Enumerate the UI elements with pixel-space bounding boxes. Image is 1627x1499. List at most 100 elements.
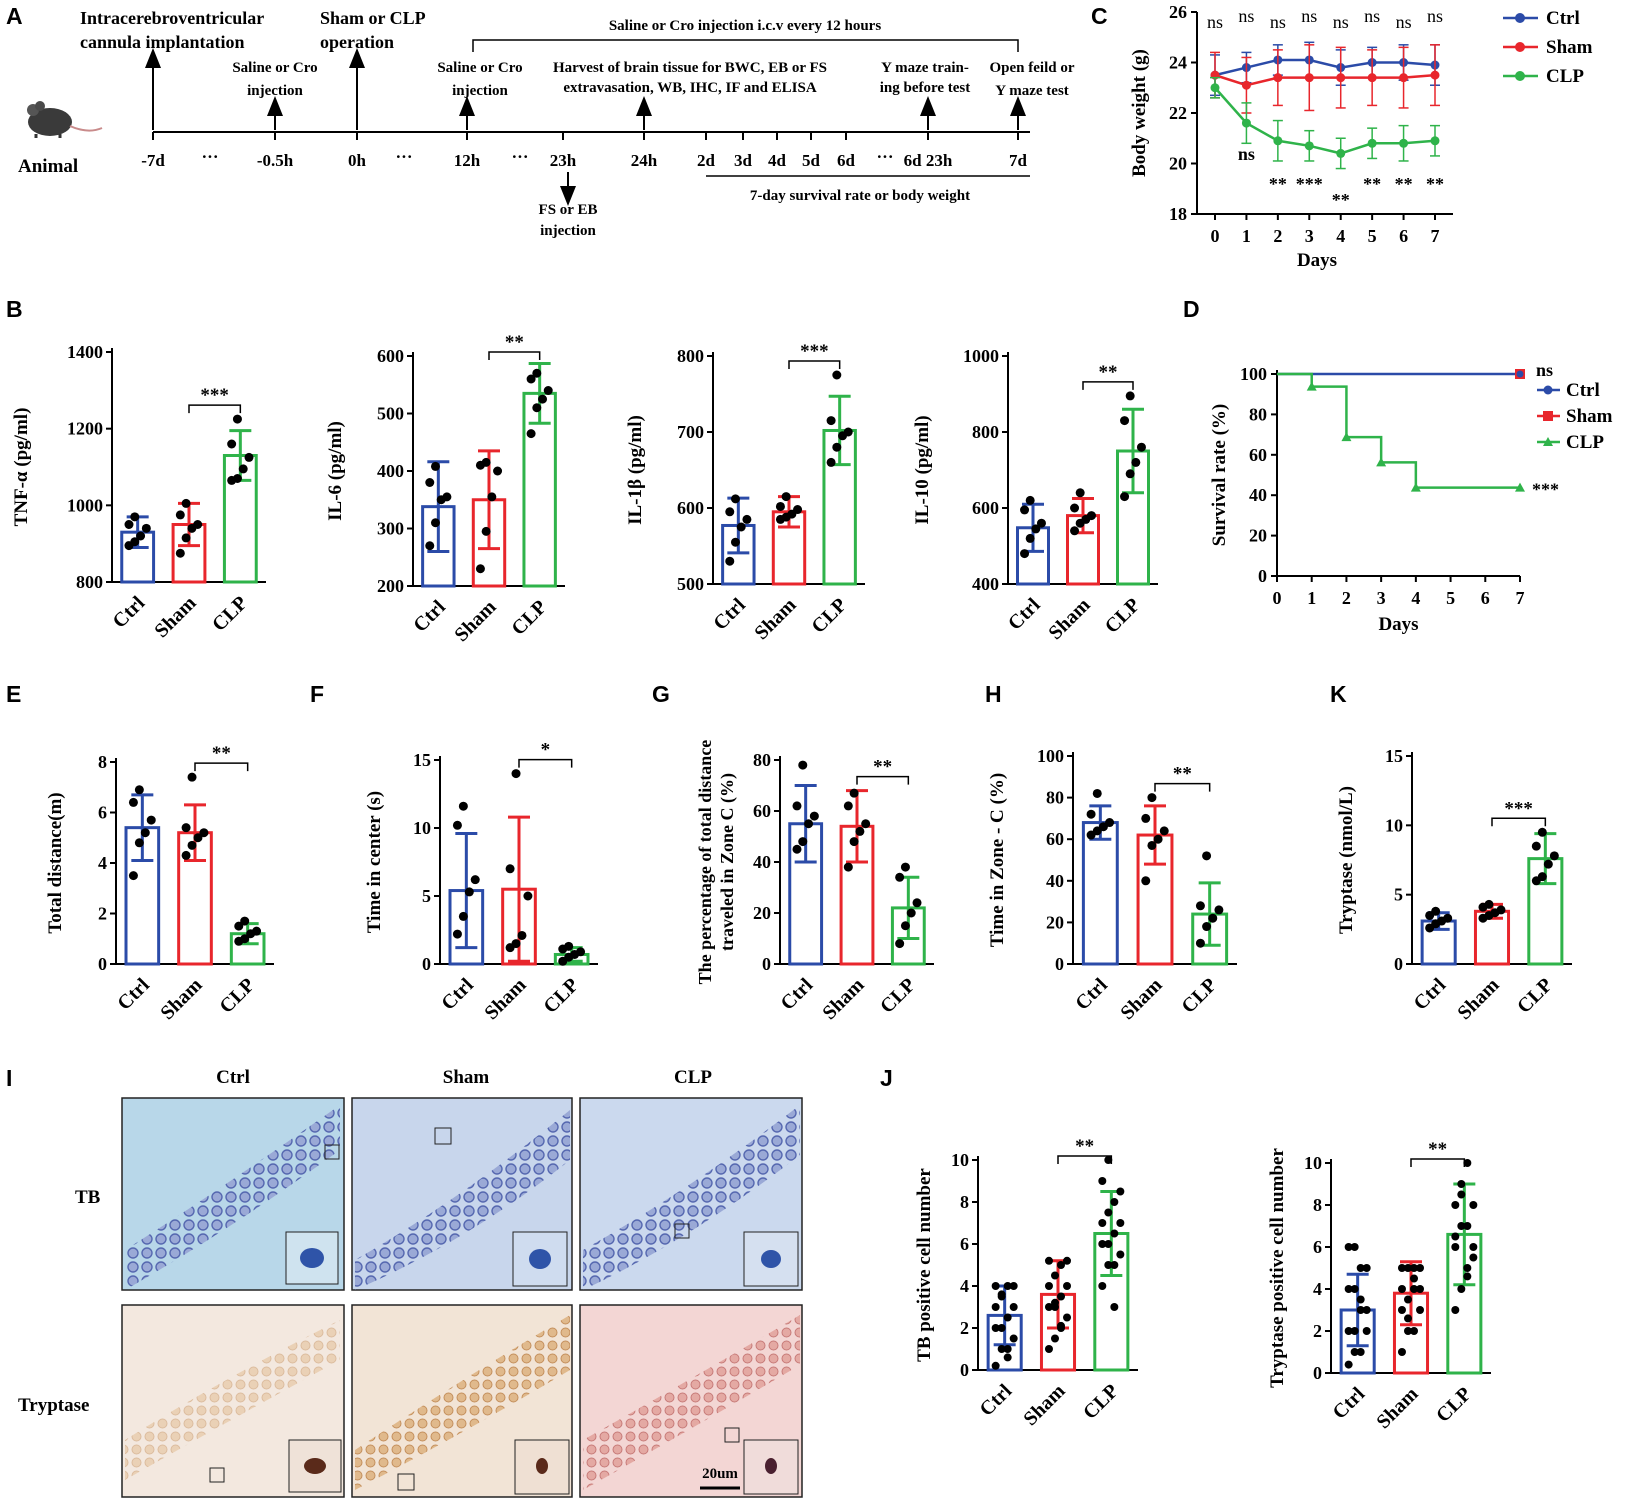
histology-grid: Ctrl Sham CLP TB Tryptase: [18, 1067, 803, 1498]
data-point: [576, 947, 586, 957]
hist-col-ctrl: Ctrl: [216, 1067, 250, 1088]
data-point: [134, 785, 144, 795]
data-point: [1416, 1306, 1425, 1314]
x-tick-label: 4: [1411, 588, 1420, 608]
data-point: [1159, 826, 1169, 836]
data-point: [1403, 1327, 1412, 1335]
data-point: [997, 1290, 1006, 1299]
legend-marker: [1515, 42, 1525, 52]
chart-il6: 200 300 400 500 600 IL-6 (pg/ml) Ctrl Sham CLP **: [325, 332, 565, 646]
data-point: [1141, 813, 1151, 823]
y-tick-label: 40: [1046, 871, 1064, 891]
data-point: [458, 801, 468, 811]
series-point-clp: [1515, 482, 1525, 492]
data-point: [997, 1324, 1006, 1332]
data-point: [900, 862, 910, 872]
data-point: [538, 394, 548, 404]
panel-label-e: E: [6, 681, 21, 707]
category-label: CLP: [1079, 1380, 1123, 1424]
timeline-event-text: ing before test: [880, 80, 971, 96]
x-tick-label: 1: [1242, 226, 1251, 246]
data-point: [130, 512, 140, 522]
y-tick-label: 22: [1169, 103, 1187, 123]
y-tick-label: 100: [1037, 746, 1064, 766]
x-tick-label: 5: [1368, 226, 1377, 246]
series-line-sham: [1214, 73, 1436, 87]
data-point: [487, 492, 497, 502]
y-tick-label: 400: [972, 574, 999, 594]
data-point: [1009, 1303, 1018, 1311]
annotation-top: ns: [1333, 12, 1349, 32]
category-label: CLP: [507, 596, 551, 640]
y-axis-label: The percentage of total distance: [695, 740, 715, 985]
y-tick-label: 800: [677, 346, 704, 366]
panel-label-k: K: [1330, 681, 1347, 707]
category-label: Sham: [1116, 974, 1166, 1024]
data-point: [781, 492, 791, 502]
data-point: [181, 498, 191, 508]
data-point: [181, 850, 191, 860]
data-point: [1410, 1274, 1419, 1283]
data-point: [1003, 1282, 1012, 1290]
significance-bracket: [194, 762, 249, 772]
significance-bracket: [856, 775, 910, 785]
y-tick-label: 80: [1046, 788, 1064, 808]
significance-bracket: [518, 758, 573, 768]
data-point: [1003, 1345, 1012, 1353]
y-axis-label: Total distance(m): [45, 792, 66, 933]
annotation-ns: ns: [1536, 360, 1553, 380]
y-tick-label: 2: [98, 904, 107, 924]
data-point: [849, 788, 859, 798]
timeline-event-text: injection: [247, 83, 303, 99]
category-label: Ctrl: [109, 592, 150, 633]
significance-label: **: [1099, 362, 1118, 383]
timeline-tick-label: 7d: [1009, 151, 1028, 170]
panel-label-g: G: [652, 681, 670, 707]
annotation-bottom: **: [1395, 174, 1413, 194]
timeline-bracket-text: Saline or Cro injection i.c.v every 12 h…: [609, 18, 881, 34]
y-tick-label: 1000: [963, 346, 999, 366]
data-point: [798, 837, 808, 847]
y-tick-label: 4: [1313, 1279, 1322, 1299]
data-point: [1202, 922, 1212, 932]
y-tick-label: 80: [1249, 404, 1267, 424]
data-point: [1484, 899, 1494, 909]
data-point: [1070, 526, 1080, 536]
data-point: [725, 507, 735, 517]
data-point: [532, 403, 542, 413]
scale-bar-label: 20um: [702, 1466, 738, 1482]
category-label: Ctrl: [1329, 1383, 1370, 1424]
series-line-clp: [1214, 86, 1436, 155]
chart-tryptase: 0 5 10 15 Tryptase (nmol/L) Ctrl Sham CLP ***: [1336, 746, 1572, 1024]
data-point: [1141, 876, 1151, 886]
hist-col-sham: Sham: [443, 1067, 490, 1088]
data-point: [826, 416, 836, 426]
data-point: [1147, 793, 1157, 803]
data-point: [425, 478, 435, 487]
annotation-bottom: **: [1426, 174, 1444, 194]
data-point: [1020, 549, 1030, 559]
annotation-bottom: **: [1332, 190, 1350, 210]
series-point: [1241, 80, 1251, 90]
data-point: [1537, 872, 1547, 882]
y-tick-label: 5: [422, 886, 431, 906]
data-point: [1063, 1282, 1072, 1290]
category-label: CLP: [1513, 974, 1557, 1018]
data-point: [1463, 1272, 1472, 1281]
data-point: [1344, 1285, 1353, 1293]
y-tick-label: 24: [1169, 53, 1187, 73]
series-line-ctrl: [1214, 58, 1436, 77]
legend-label: Sham: [1566, 406, 1613, 427]
legend-label: Ctrl: [1566, 380, 1600, 401]
series-point-clp: [1341, 432, 1352, 442]
data-point: [843, 427, 853, 437]
data-point: [826, 457, 836, 467]
x-tick-label: 3: [1377, 588, 1386, 608]
data-point: [475, 564, 485, 574]
y-tick-label: 4: [960, 1276, 969, 1296]
data-point: [1350, 1243, 1359, 1251]
data-point: [1362, 1264, 1371, 1272]
chart-survival: 0 20 40 60 80 100 0 1 2 3 4 5 6 7 Days Survival rate (%…: [1209, 360, 1613, 635]
timeline-tick-label: 24h: [631, 151, 658, 170]
tb-ctrl-image: [121, 1097, 345, 1291]
